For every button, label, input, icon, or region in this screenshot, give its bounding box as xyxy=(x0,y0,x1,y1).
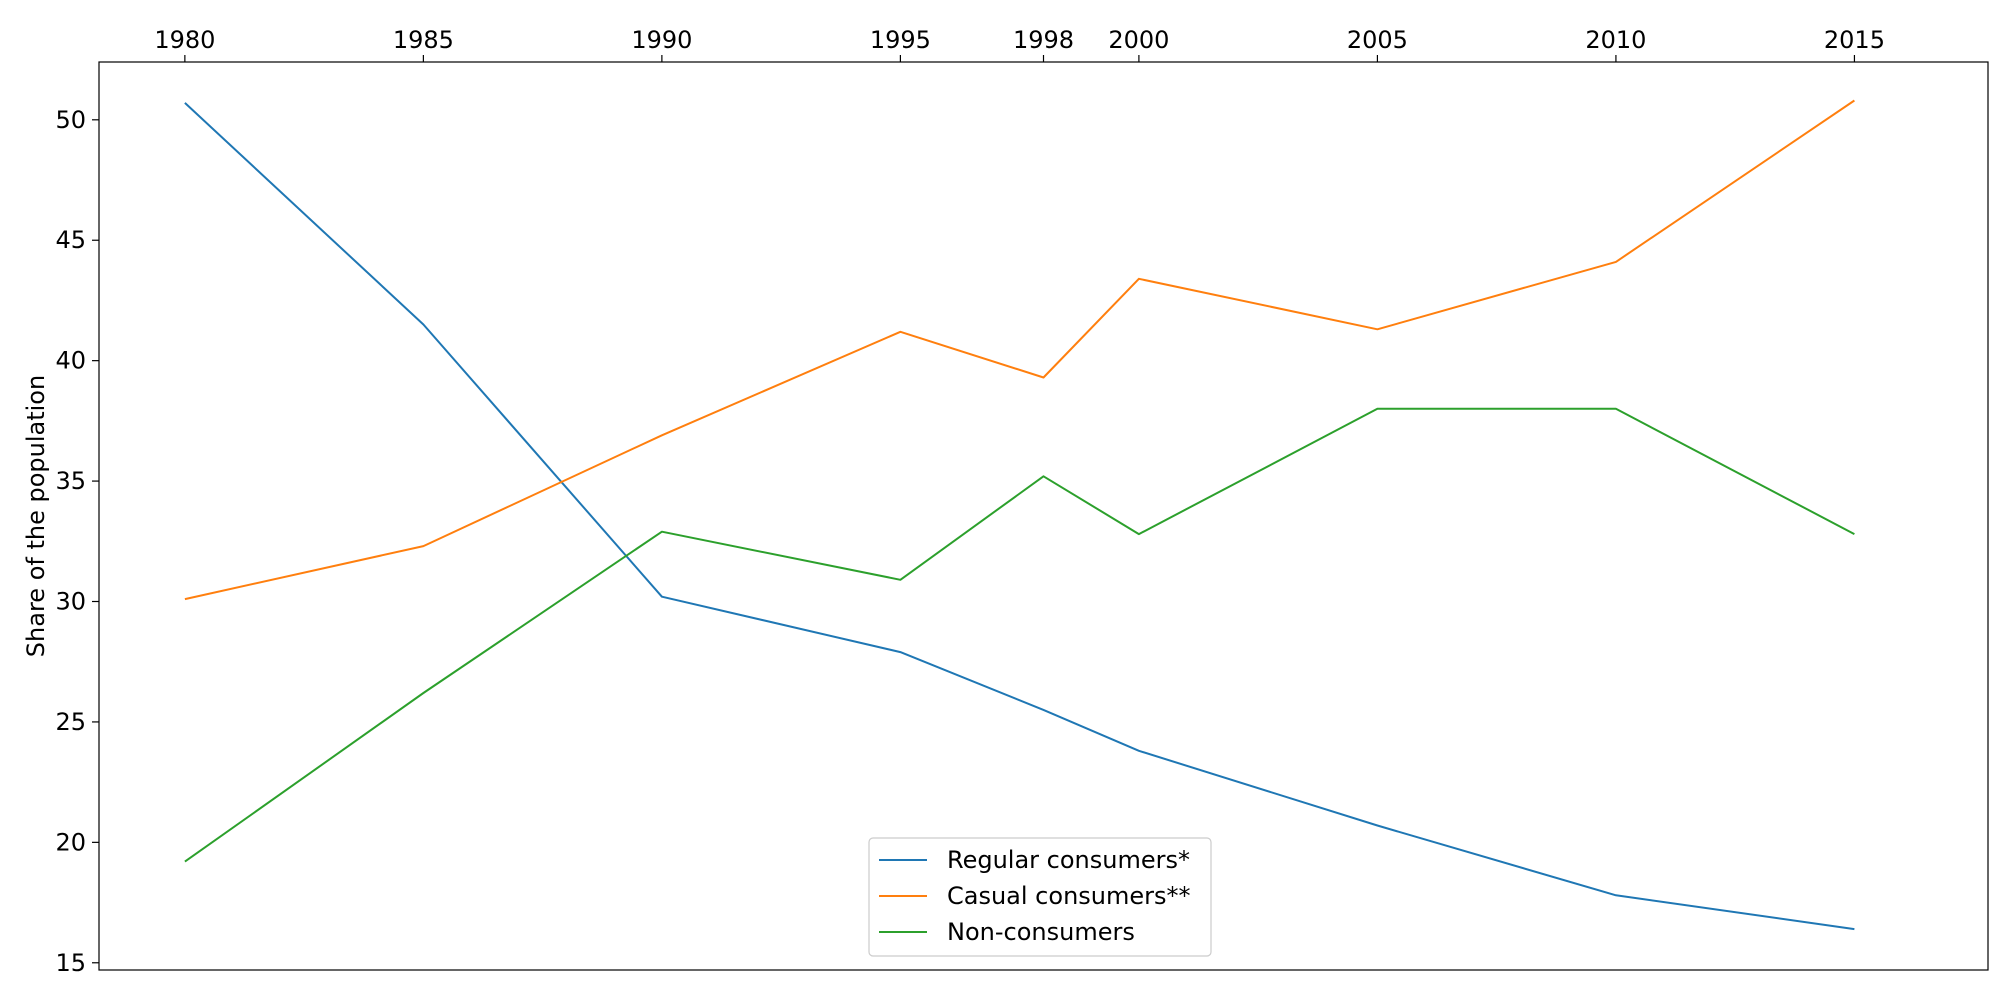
x-tick-label: 1980 xyxy=(154,26,215,54)
y-tick-label: 40 xyxy=(55,347,86,375)
legend-box xyxy=(868,837,1212,957)
y-tick-label: 35 xyxy=(55,467,86,495)
x-tick-label: 1995 xyxy=(870,26,931,54)
y-axis-label: Share of the population xyxy=(22,375,50,657)
x-tick-label: 2015 xyxy=(1824,26,1885,54)
x-axis-ticks: 1980 1985 1990 1995 1998 2000 2005 2010 2015 xyxy=(154,26,1885,62)
y-tick-label: 20 xyxy=(55,828,86,856)
legend-label: Casual consumers** xyxy=(947,882,1191,910)
legend-label: Non-consumers xyxy=(947,918,1135,946)
series-line-casual-consumers xyxy=(184,99,1855,601)
plot-area xyxy=(99,62,1988,970)
y-tick-label: 30 xyxy=(55,588,86,616)
y-tick-label: 45 xyxy=(55,226,86,254)
plot-frame xyxy=(98,61,1989,971)
y-tick-label: 25 xyxy=(55,708,86,736)
y-axis-ticks: 15 20 25 30 35 40 45 50 xyxy=(55,106,99,977)
legend: Regular consumers* Casual consumers** Non-… xyxy=(868,837,1212,957)
x-tick-label: 1998 xyxy=(1013,26,1074,54)
x-tick-label: 2010 xyxy=(1585,26,1646,54)
x-tick-label: 2005 xyxy=(1347,26,1408,54)
series-lines xyxy=(184,99,1855,931)
x-tick-label: 1990 xyxy=(631,26,692,54)
y-tick-label: 50 xyxy=(55,106,86,134)
series-line-non-consumers xyxy=(184,407,1855,863)
x-tick-label: 2000 xyxy=(1108,26,1169,54)
legend-label: Regular consumers* xyxy=(947,846,1190,874)
y-tick-label: 15 xyxy=(55,949,86,977)
series-line-regular-consumers xyxy=(184,102,1855,931)
x-tick-label: 1985 xyxy=(393,26,454,54)
